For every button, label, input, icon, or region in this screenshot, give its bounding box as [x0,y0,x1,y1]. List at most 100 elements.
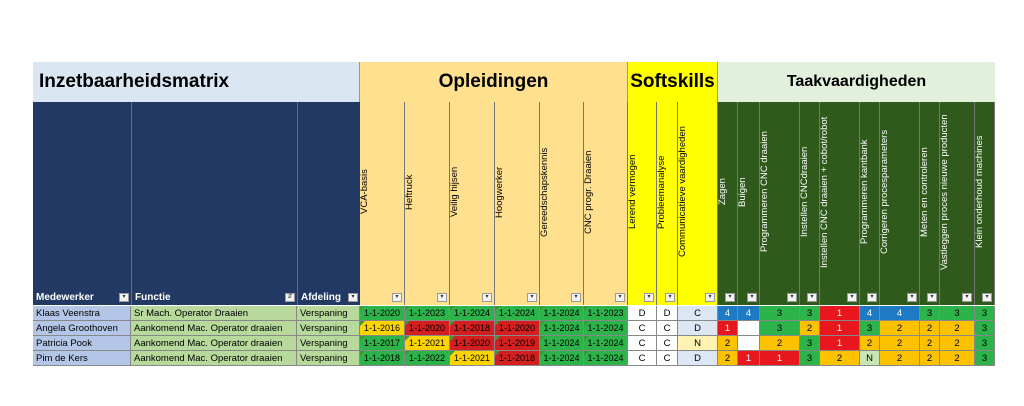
filter-dropdown-button[interactable]: ▾ [867,293,877,302]
cell-softskill-level[interactable]: N [678,336,718,351]
cell-taak-level[interactable]: 3 [940,306,975,321]
cell-functie[interactable]: Aankomend Mac. Operator draaien [131,351,297,366]
filter-dropdown-button[interactable]: ▾ [665,293,675,302]
cell-taak-level[interactable]: 2 [920,336,940,351]
cell-taak-level[interactable]: 2 [920,321,940,336]
cell-opleiding-date[interactable]: 1-1-2020 [450,336,495,351]
filter-dropdown-button[interactable]: ▾ [807,293,817,302]
cell-softskill-level[interactable]: C [628,336,657,351]
cell-opleiding-date[interactable]: 1-1-2019 [495,336,540,351]
cell-softskill-level[interactable]: D [628,306,657,321]
cell-medewerker[interactable]: Klaas Veenstra [33,306,131,321]
cell-opleiding-date[interactable]: 1-1-2021 [450,351,495,366]
cell-opleiding-date[interactable]: 1-1-2024 [540,306,584,321]
cell-taak-level[interactable]: 2 [880,336,920,351]
filter-dropdown-button[interactable]: ▾ [847,293,857,302]
cell-taak-level[interactable]: 3 [760,321,800,336]
filter-dropdown-button[interactable]: ▾ [119,293,129,302]
cell-taak-level[interactable]: 1 [760,351,800,366]
cell-opleiding-date[interactable]: 1-1-2024 [584,321,628,336]
cell-softskill-level[interactable]: C [678,306,718,321]
cell-taak-level[interactable]: 2 [718,336,738,351]
cell-taak-level[interactable]: 3 [920,306,940,321]
cell-taak-level[interactable] [738,321,760,336]
cell-taak-level[interactable]: 3 [975,336,995,351]
filter-dropdown-button[interactable]: ▾ [482,293,492,302]
cell-opleiding-date[interactable]: 1-1-2018 [450,321,495,336]
cell-taak-level[interactable]: 2 [940,351,975,366]
cell-afdeling[interactable]: Verspaning [297,306,360,321]
cell-taak-level[interactable]: 1 [820,336,860,351]
cell-functie[interactable]: Aankomend Mac. Operator draaien [131,336,297,351]
cell-taak-level[interactable]: 4 [880,306,920,321]
cell-medewerker[interactable]: Angela Groothoven [33,321,131,336]
filter-dropdown-button[interactable]: ▾ [927,293,937,302]
filter-dropdown-button[interactable]: ▾ [644,293,654,302]
cell-taak-level[interactable]: 2 [718,351,738,366]
cell-taak-level[interactable]: 2 [800,321,820,336]
cell-opleiding-date[interactable]: 1-1-2024 [584,336,628,351]
cell-taak-level[interactable]: 3 [800,351,820,366]
cell-softskill-level[interactable]: C [657,336,678,351]
filter-dropdown-button[interactable]: ▾ [527,293,537,302]
cell-opleiding-date[interactable]: 1-1-2020 [405,321,450,336]
filter-dropdown-button[interactable]: ▾ [615,293,625,302]
cell-taak-level[interactable]: 2 [940,321,975,336]
cell-taak-level[interactable]: 2 [880,321,920,336]
cell-afdeling[interactable]: Verspaning [297,336,360,351]
cell-opleiding-date[interactable]: 1-1-2024 [584,351,628,366]
cell-taak-level[interactable]: N [860,351,880,366]
cell-opleiding-date[interactable]: 1-1-2017 [360,336,405,351]
cell-opleiding-date[interactable]: 1-1-2024 [540,351,584,366]
cell-taak-level[interactable]: 2 [920,351,940,366]
cell-taak-level[interactable]: 1 [738,351,760,366]
cell-taak-level[interactable]: 3 [975,351,995,366]
cell-taak-level[interactable]: 3 [800,306,820,321]
filter-dropdown-button[interactable]: ▾ [747,293,757,302]
cell-medewerker[interactable]: Pim de Kers [33,351,131,366]
cell-opleiding-date[interactable]: 1-1-2016 [360,321,405,336]
cell-opleiding-date[interactable]: 1-1-2024 [540,336,584,351]
cell-softskill-level[interactable]: D [678,351,718,366]
cell-taak-level[interactable]: 2 [880,351,920,366]
filter-dropdown-button[interactable]: ▾ [907,293,917,302]
cell-opleiding-date[interactable]: 1-1-2024 [450,306,495,321]
cell-softskill-level[interactable]: C [657,351,678,366]
filter-dropdown-button[interactable]: ▾ [437,293,447,302]
cell-afdeling[interactable]: Verspaning [297,321,360,336]
cell-opleiding-date[interactable]: 1-1-2023 [584,306,628,321]
cell-taak-level[interactable]: 3 [975,321,995,336]
sort-filter-button[interactable]: ⇵ [285,293,295,302]
cell-softskill-level[interactable]: C [628,321,657,336]
cell-taak-level[interactable]: 2 [820,351,860,366]
cell-softskill-level[interactable]: D [678,321,718,336]
cell-opleiding-date[interactable]: 1-1-2018 [495,351,540,366]
cell-functie[interactable]: Sr Mach. Operator Draaien [131,306,297,321]
cell-opleiding-date[interactable]: 1-1-2021 [405,336,450,351]
cell-opleiding-date[interactable]: 1-1-2024 [495,306,540,321]
cell-functie[interactable]: Aankomend Mac. Operator draaien [131,321,297,336]
cell-taak-level[interactable]: 1 [820,321,860,336]
cell-softskill-level[interactable]: C [628,351,657,366]
filter-dropdown-button[interactable]: ▾ [571,293,581,302]
cell-taak-level[interactable]: 1 [820,306,860,321]
cell-opleiding-date[interactable]: 1-1-2020 [360,306,405,321]
cell-taak-level[interactable]: 2 [760,336,800,351]
cell-taak-level[interactable]: 1 [718,321,738,336]
filter-dropdown-button[interactable]: ▾ [982,293,992,302]
cell-opleiding-date[interactable]: 1-1-2020 [495,321,540,336]
cell-afdeling[interactable]: Verspaning [297,351,360,366]
cell-taak-level[interactable]: 3 [760,306,800,321]
filter-dropdown-button[interactable]: ▾ [725,293,735,302]
cell-taak-level[interactable]: 4 [718,306,738,321]
cell-softskill-level[interactable]: C [657,321,678,336]
cell-opleiding-date[interactable]: 1-1-2018 [360,351,405,366]
cell-taak-level[interactable]: 2 [860,336,880,351]
filter-dropdown-button[interactable]: ▾ [705,293,715,302]
cell-opleiding-date[interactable]: 1-1-2022 [405,351,450,366]
cell-taak-level[interactable]: 4 [860,306,880,321]
cell-taak-level[interactable] [738,336,760,351]
cell-taak-level[interactable]: 2 [940,336,975,351]
cell-taak-level[interactable]: 4 [738,306,760,321]
cell-taak-level[interactable]: 3 [975,306,995,321]
